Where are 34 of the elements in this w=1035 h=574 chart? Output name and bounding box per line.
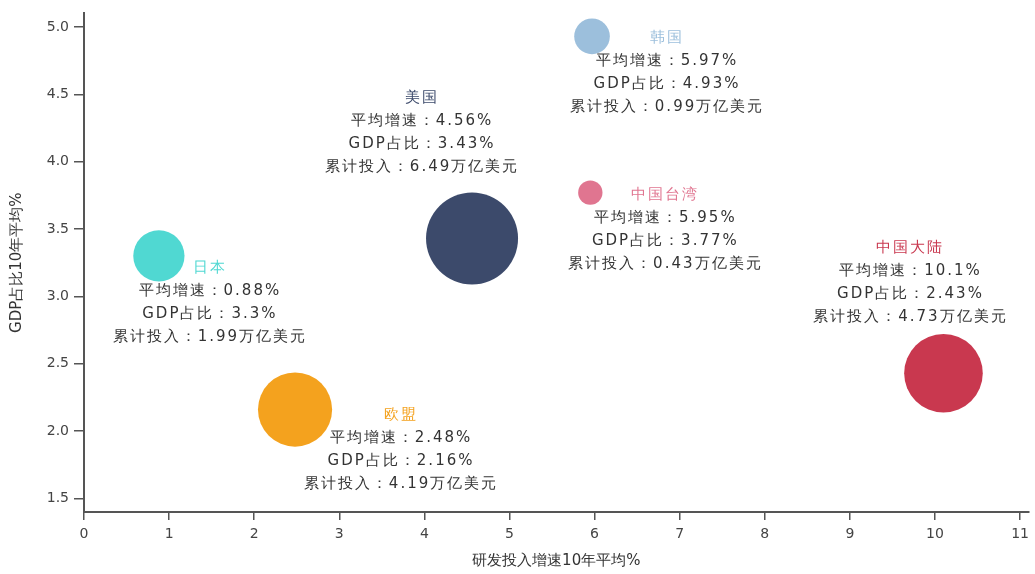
data-label: 平均增速：5.95% GDP占比：3.77% 累计投入：0.43万亿美元 (568, 207, 763, 272)
x-tick-label: 3 (334, 525, 344, 542)
x-axis-title: 研发投入增速10年平均% (472, 550, 641, 569)
data-label: 平均增速：2.48% GDP占比：2.16% 累计投入：4.19万亿美元 (303, 428, 499, 493)
x-tick-label: 5 (505, 525, 514, 542)
y-tick-label: 1.5 (46, 489, 69, 506)
x-tick-label: 10 (926, 525, 944, 542)
x-tick-label: 11 (1011, 525, 1029, 542)
y-tick-label: 4.5 (46, 84, 69, 101)
x-tick-label: 2 (249, 525, 259, 542)
y-tick-label: 3.5 (46, 219, 69, 236)
y-tick-label: 5.0 (46, 17, 69, 34)
series-label: 中国台湾 (631, 184, 700, 203)
x-tick-label: 8 (760, 525, 770, 542)
y-tick-label: 4.0 (46, 152, 69, 169)
data-label: 平均增速：4.56% GDP占比：3.43% 累计投入：6.49万亿美元 (324, 111, 520, 176)
series-label: 日本 (192, 257, 227, 276)
x-tick-label: 6 (590, 525, 600, 542)
text: 韩国 (650, 28, 685, 47)
x-tick-label: 4 (419, 525, 429, 542)
y-tick-label: 2.5 (46, 354, 69, 371)
x-tick-label: 7 (675, 525, 685, 542)
y-axis-title: GDP占比10年平均% (6, 192, 25, 333)
data-label: 平均增速：10.1% GDP占比：2.43% 累计投入：4.73万亿美元 (813, 261, 1008, 326)
y-tick-label: 2.0 (46, 421, 69, 438)
text: 欧盟 (384, 405, 419, 424)
data-label: 平均增速：0.88% GDP占比：3.3% 累计投入：1.99万亿美元 (112, 280, 308, 345)
x-tick-label: 0 (79, 525, 89, 542)
data-label: 平均增速：5.97% GDP占比：4.93% 累计投入：0.99万亿美元 (569, 51, 765, 116)
x-tick-label: 1 (164, 525, 174, 542)
x-tick-label: 9 (845, 525, 855, 542)
text: 中国大陆 (876, 238, 945, 257)
text: 美国 (405, 88, 440, 107)
y-tick-label: 3.0 (46, 287, 69, 304)
